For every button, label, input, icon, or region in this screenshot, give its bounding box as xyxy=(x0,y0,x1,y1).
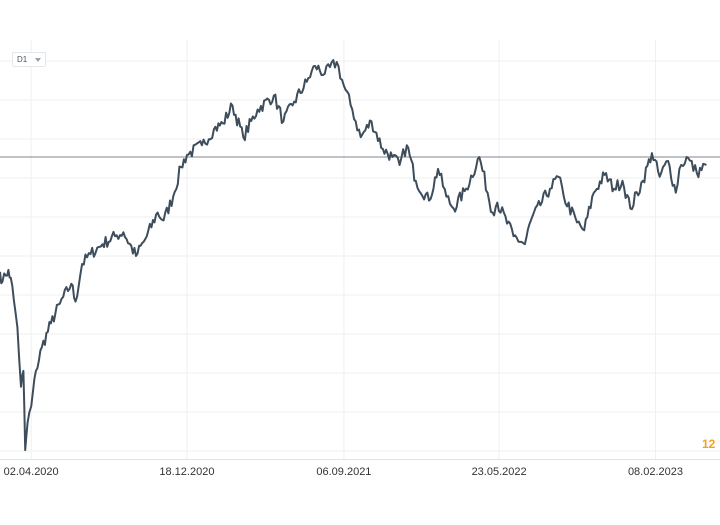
x-tick-label: 06.09.2021 xyxy=(316,466,371,478)
x-tick-label: 08.02.2023 xyxy=(628,466,683,478)
x-tick-label: 02.04.2020 xyxy=(4,466,59,478)
x-axis-ticks: 02.04.2020 18.12.2020 06.09.2021 23.05.2022… xyxy=(4,466,683,478)
timeframe-dropdown[interactable]: D1 xyxy=(12,52,46,67)
x-tick-label: 23.05.2022 xyxy=(472,466,527,478)
x-tick-label: 18.12.2020 xyxy=(159,466,214,478)
current-price-label: 12 xyxy=(702,437,716,451)
timeframe-label: D1 xyxy=(17,55,28,64)
grid xyxy=(0,40,720,459)
series-line xyxy=(0,59,707,452)
chevron-down-icon xyxy=(35,57,41,62)
